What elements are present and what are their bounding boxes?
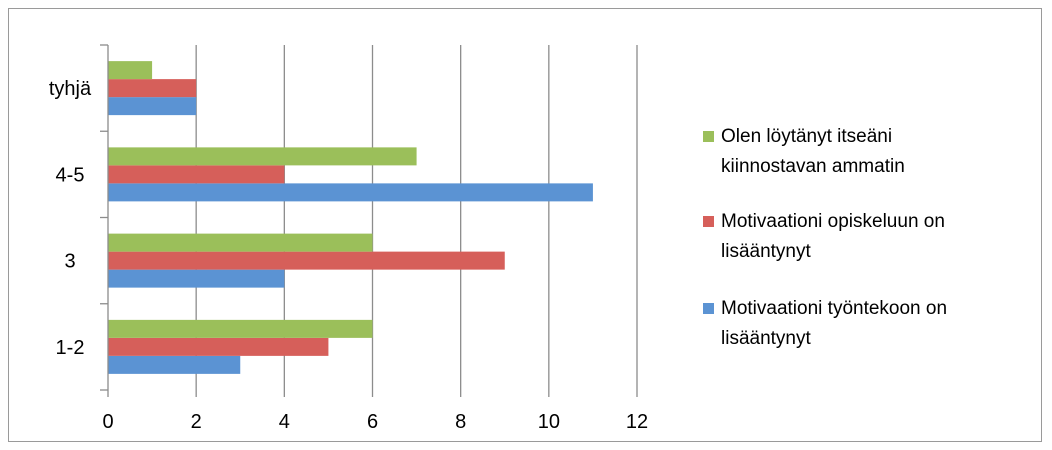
legend-label-line: kiinnostavan ammatin xyxy=(721,156,905,177)
x-tick-label-12: 12 xyxy=(626,411,648,433)
x-tick-label-4: 4 xyxy=(279,411,290,433)
y-category-label-1-2: 1-2 xyxy=(56,337,85,359)
bar-3-series-1 xyxy=(108,269,285,288)
bar-3-series-2 xyxy=(108,251,505,270)
y-category-label-4-5: 4-5 xyxy=(56,164,85,186)
legend-swatch xyxy=(703,131,714,142)
y-category-labels: 1-2 3 4-5 tyhjä xyxy=(49,78,92,359)
y-category-label-tyhjä: tyhjä xyxy=(49,78,92,100)
x-tick-label-8: 8 xyxy=(455,411,466,433)
bar-4-5-series-2 xyxy=(108,165,285,184)
legend-label-line: Olen löytänyt itseäni xyxy=(721,126,892,147)
bar-1-2-series-2 xyxy=(108,337,329,356)
bars xyxy=(108,61,593,374)
legend-label-line: Motivaationi opiskeluun on xyxy=(721,211,945,232)
legend: Olen löytänyt itseäni kiinnostavan ammati… xyxy=(703,126,947,349)
y-category-label-3: 3 xyxy=(64,251,75,273)
bar-4-5-series-3 xyxy=(108,147,417,166)
legend-item-2: Motivaationi opiskeluun on lisääntynyt xyxy=(703,211,945,262)
legend-label-line: lisääntynyt xyxy=(721,328,811,349)
legend-item-3: Motivaationi työntekoon on lisääntynyt xyxy=(703,298,947,349)
bar-tyhjä-series-3 xyxy=(108,61,153,80)
legend-label-line: lisääntynyt xyxy=(721,241,811,262)
bar-tyhjä-series-1 xyxy=(108,97,197,116)
bar-1-2-series-3 xyxy=(108,319,373,338)
x-tick-label-2: 2 xyxy=(191,411,202,433)
legend-item-1: Olen löytänyt itseäni kiinnostavan ammati… xyxy=(703,126,905,177)
x-tick-label-10: 10 xyxy=(538,411,560,433)
legend-swatch xyxy=(703,303,714,314)
legend-label-line: Motivaationi työntekoon on xyxy=(721,298,947,319)
x-tick-label-6: 6 xyxy=(367,411,378,433)
x-tick-label-0: 0 xyxy=(102,411,113,433)
bar-4-5-series-1 xyxy=(108,183,593,202)
legend-swatch xyxy=(703,216,714,227)
x-tick-labels: 0 2 4 6 8 10 12 xyxy=(102,411,648,433)
bar-1-2-series-1 xyxy=(108,355,241,374)
bar-3-series-3 xyxy=(108,233,373,252)
axes xyxy=(100,44,638,397)
bar-tyhjä-series-2 xyxy=(108,79,197,98)
